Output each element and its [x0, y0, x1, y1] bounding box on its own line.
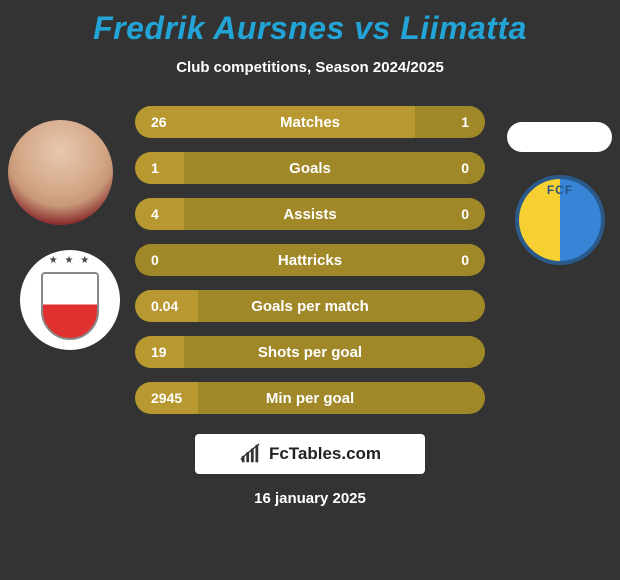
stat-left-value: 2945 [135, 390, 210, 406]
chart-icon [239, 443, 261, 465]
stat-left-value: 19 [135, 344, 210, 360]
stat-row: 1 Goals 0 [135, 152, 485, 184]
stat-label: Assists [210, 206, 410, 223]
stat-row: 0 Hattricks 0 [135, 244, 485, 276]
fcf-label: FCF [547, 183, 573, 197]
stat-left-value: 1 [135, 160, 210, 176]
stat-label: Matches [210, 114, 410, 131]
brand-text: FcTables.com [269, 444, 381, 464]
stat-left-value: 4 [135, 206, 210, 222]
stat-right-value: 0 [410, 252, 485, 268]
stat-row: 26 Matches 1 [135, 106, 485, 138]
stat-row: 19 Shots per goal [135, 336, 485, 368]
stat-row: 4 Assists 0 [135, 198, 485, 230]
date-label: 16 january 2025 [0, 490, 620, 507]
player-avatar-left [8, 120, 113, 225]
stat-label: Min per goal [210, 390, 410, 407]
club-crest-left: ★ ★ ★ [20, 250, 120, 350]
page-title: Fredrik Aursnes vs Liimatta [0, 10, 620, 47]
stat-left-value: 26 [135, 114, 210, 130]
comparison-card: Fredrik Aursnes vs Liimatta Club competi… [0, 0, 620, 580]
stat-right-value: 0 [410, 206, 485, 222]
subtitle: Club competitions, Season 2024/2025 [0, 59, 620, 76]
club-crest-right: FCF [515, 175, 605, 265]
brand-badge[interactable]: FcTables.com [195, 434, 425, 474]
stat-label: Shots per goal [210, 344, 410, 361]
stat-label: Goals per match [210, 298, 410, 315]
stat-row: 0.04 Goals per match [135, 290, 485, 322]
stat-right-value: 0 [410, 160, 485, 176]
shield-icon [41, 272, 99, 340]
stat-right-value: 1 [410, 114, 485, 130]
stats-area: 26 Matches 1 1 Goals 0 4 Assists 0 0 Hat… [135, 106, 485, 414]
stat-label: Goals [210, 160, 410, 177]
stat-left-value: 0 [135, 252, 210, 268]
crest-stars-icon: ★ ★ ★ [49, 255, 91, 266]
stat-row: 2945 Min per goal [135, 382, 485, 414]
stat-left-value: 0.04 [135, 298, 210, 314]
player-avatar-right [507, 122, 612, 152]
stat-label: Hattricks [210, 252, 410, 269]
